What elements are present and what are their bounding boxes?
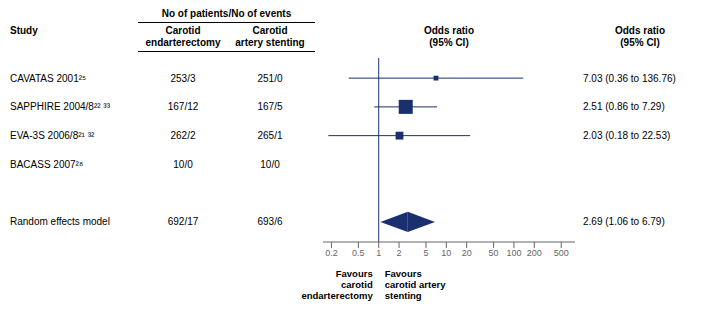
svg-text:EVA-3S 2006/8²¹ ³²: EVA-3S 2006/8²¹ ³² [10, 130, 95, 141]
svg-text:100: 100 [506, 248, 521, 258]
svg-text:10/0: 10/0 [260, 159, 280, 170]
html-text:No of patients/No of events: No of patients/No of events [161, 8, 292, 19]
svg-text:253/3: 253/3 [170, 73, 195, 84]
svg-text:2.69 (1.06 to 6.79): 2.69 (1.06 to 6.79) [583, 216, 665, 227]
svg-text:692/17: 692/17 [168, 216, 199, 227]
svg-text:10/0: 10/0 [173, 159, 193, 170]
svg-text:693/6: 693/6 [257, 216, 282, 227]
svg-text:251/0: 251/0 [257, 73, 282, 84]
svg-text:262/2: 262/2 [170, 130, 195, 141]
html-text:Odds ratio: Odds ratio [424, 25, 474, 36]
svg-text:2: 2 [397, 248, 402, 258]
svg-text:10: 10 [441, 248, 451, 258]
svg-text:2.03 (0.18 to 22.53): 2.03 (0.18 to 22.53) [583, 130, 670, 141]
svg-text:0.5: 0.5 [352, 248, 365, 258]
html-text:Carotid: Carotid [252, 25, 288, 36]
html-text:carotid artery: carotid artery [384, 279, 446, 290]
svg-text:BACASS 2007²⁸: BACASS 2007²⁸ [10, 159, 83, 170]
html-text:endarterectomy: endarterectomy [301, 290, 373, 301]
svg-text:500: 500 [554, 248, 569, 258]
svg-text:5: 5 [423, 248, 428, 258]
html-text:(95% CI): (95% CI) [429, 37, 469, 48]
svg-text:CAVATAS 2001²⁵: CAVATAS 2001²⁵ [10, 73, 86, 84]
html-text:Carotid: Carotid [165, 25, 201, 36]
html-text:stenting: stenting [384, 290, 422, 301]
svg-text:SAPPHIRE 2004/8²² ³³: SAPPHIRE 2004/8²² ³³ [10, 101, 111, 112]
html-text:Odds ratio: Odds ratio [615, 25, 665, 36]
html-text:artery stenting: artery stenting [235, 37, 305, 48]
svg-text:200: 200 [527, 248, 542, 258]
html-text:endarterectomy: endarterectomy [145, 37, 221, 48]
html-text:Favours: Favours [384, 268, 422, 279]
svg-text:167/12: 167/12 [168, 101, 199, 112]
svg-text:167/5: 167/5 [257, 101, 282, 112]
html-text:carotid: carotid [341, 279, 373, 290]
svg-text:1: 1 [376, 248, 381, 258]
html-text:(95% CI): (95% CI) [620, 37, 660, 48]
svg-text:0.2: 0.2 [325, 248, 338, 258]
svg-text:265/1: 265/1 [257, 130, 282, 141]
svg-text:2.51 (0.86 to 7.29): 2.51 (0.86 to 7.29) [583, 101, 665, 112]
svg-text:50: 50 [489, 248, 499, 258]
svg-text:20: 20 [462, 248, 472, 258]
html-text:Favours: Favours [335, 268, 373, 279]
svg-text:7.03 (0.36 to 136.76): 7.03 (0.36 to 136.76) [583, 73, 676, 84]
svg-text:Random effects model: Random effects model [10, 216, 110, 227]
html-text:Study: Study [10, 25, 38, 36]
